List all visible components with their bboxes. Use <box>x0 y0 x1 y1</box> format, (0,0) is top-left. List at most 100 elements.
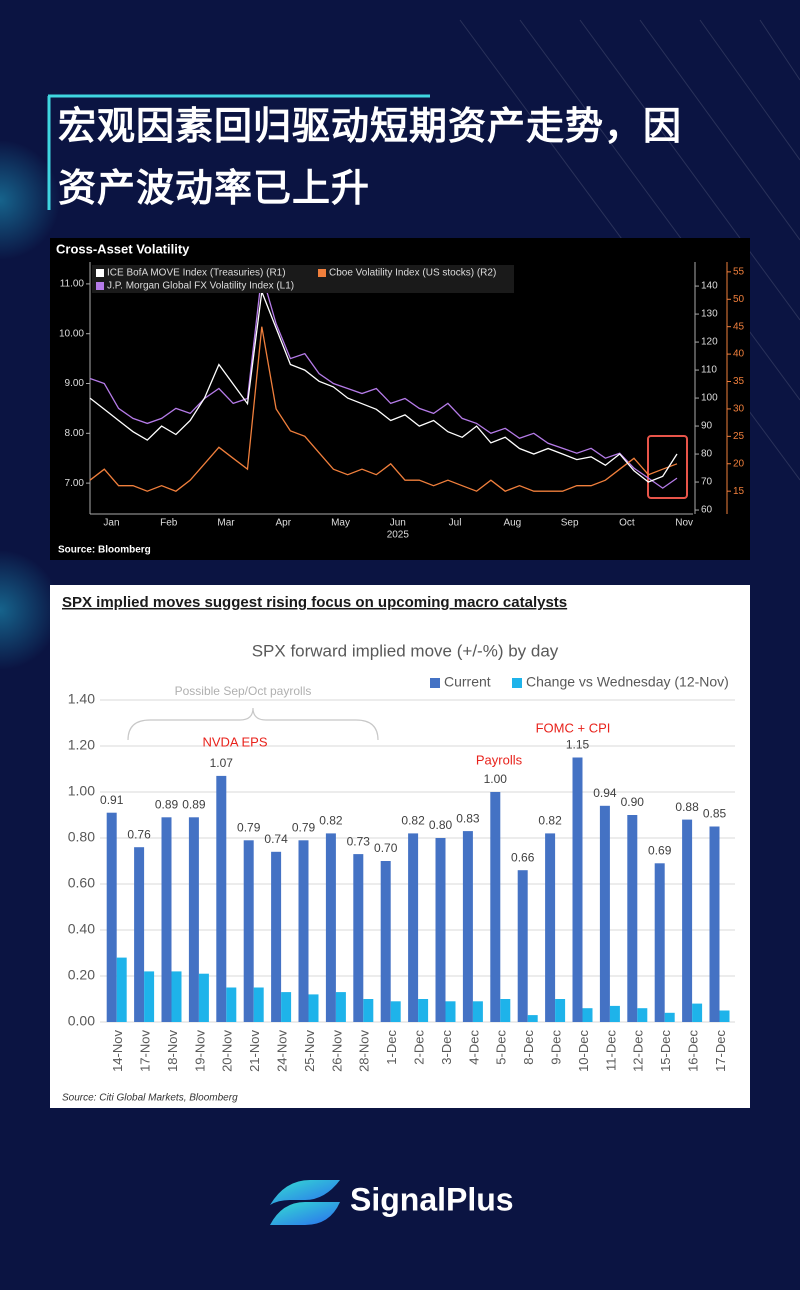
y3-tick-label: 25 <box>733 431 745 442</box>
data-label: 0.89 <box>182 797 206 811</box>
y3-tick-label: 45 <box>733 321 745 332</box>
x-tick-label: Jul <box>449 518 462 529</box>
brace <box>127 707 379 741</box>
data-label: 0.89 <box>155 797 179 811</box>
chart-background <box>50 585 750 1108</box>
x-tick-label: 10-Dec <box>576 1030 591 1072</box>
x-tick-label: Jun <box>390 518 406 529</box>
logo-mark <box>270 1202 340 1225</box>
y-tick-label: 7.00 <box>65 478 85 489</box>
y-tick-label: 1.20 <box>68 737 95 753</box>
x-tick-label: 18-Nov <box>165 1030 180 1072</box>
y3-tick-label: 35 <box>733 376 745 387</box>
x-tick-label: 21-Nov <box>247 1030 262 1072</box>
legend-swatch <box>318 269 326 277</box>
data-label: 0.79 <box>237 820 261 834</box>
annotation: Possible Sep/Oct payrolls <box>175 684 312 698</box>
y-tick-label: 0.40 <box>68 921 95 937</box>
bar <box>545 833 556 1022</box>
bar <box>335 992 346 1022</box>
x-tick-label: 4-Dec <box>466 1030 481 1065</box>
bar <box>517 870 528 1022</box>
bar <box>472 1001 483 1022</box>
bar <box>325 833 336 1022</box>
x-tick-label: 2-Dec <box>412 1030 427 1065</box>
bar <box>253 987 264 1022</box>
bar <box>664 1012 675 1022</box>
highlight-box <box>647 435 688 499</box>
y2-tick-label: 110 <box>701 365 717 376</box>
headline: 宏观因素回归驱动短期资产走势，因资产波动率已上升 <box>58 106 683 210</box>
data-label: 0.82 <box>401 814 425 828</box>
data-label: 0.69 <box>648 843 672 857</box>
legend-swatch <box>512 678 522 688</box>
chart-heading: SPX implied moves suggest rising focus o… <box>62 594 567 611</box>
y3-tick-label: 50 <box>733 294 745 305</box>
series-line <box>89 273 678 489</box>
y3-tick-label: 55 <box>733 267 745 278</box>
data-label: 0.73 <box>347 834 371 848</box>
bar <box>654 863 665 1022</box>
bar <box>719 1010 730 1022</box>
y-tick-label: 1.40 <box>68 691 95 707</box>
y2-tick-label: 60 <box>701 505 713 516</box>
x-tick-label: 9-Dec <box>549 1030 564 1065</box>
bar <box>298 840 309 1022</box>
bar <box>380 861 391 1022</box>
bar <box>408 833 419 1022</box>
legend-label: Current <box>444 674 491 690</box>
x-tick-label: 14-Nov <box>110 1030 125 1072</box>
y2-tick-label: 90 <box>701 421 713 432</box>
bar <box>106 812 117 1022</box>
bar <box>418 999 429 1022</box>
legend-label: ICE BofA MOVE Index (Treasuries) (R1) <box>107 268 286 279</box>
bar <box>627 815 638 1022</box>
bar <box>188 817 199 1022</box>
bar <box>171 971 182 1022</box>
y2-tick-label: 70 <box>701 477 713 488</box>
bar <box>308 994 319 1022</box>
data-label: 1.07 <box>210 756 234 770</box>
volatility-chart: Cross-Asset Volatility Source: Bloomberg… <box>50 238 750 560</box>
glow <box>0 140 60 260</box>
data-label: 0.76 <box>127 827 151 841</box>
bar <box>445 1001 456 1022</box>
x-tick-label: 15-Dec <box>658 1030 673 1072</box>
x-tick-label: Apr <box>275 518 291 529</box>
x-tick-label: Oct <box>619 518 635 529</box>
data-label: 1.15 <box>566 738 590 752</box>
annotation: FOMC + CPI <box>536 720 611 735</box>
y-tick-label: 1.00 <box>68 783 95 799</box>
data-label: 0.90 <box>621 795 645 809</box>
x-tick-label: 11-Dec <box>603 1030 618 1071</box>
data-label: 1.00 <box>484 772 508 786</box>
data-label: 0.82 <box>319 814 343 828</box>
logo-mark <box>270 1180 340 1205</box>
x-tick-label: 28-Nov <box>357 1030 372 1072</box>
source: Source: Bloomberg <box>58 545 151 556</box>
legend-swatch <box>430 678 440 688</box>
x-tick-label: 19-Nov <box>192 1030 207 1072</box>
series-line <box>89 291 678 483</box>
x-tick-label: 24-Nov <box>275 1030 290 1072</box>
data-label: 0.88 <box>675 800 699 814</box>
bar <box>709 826 720 1022</box>
bar <box>599 805 610 1022</box>
bar <box>500 999 511 1022</box>
y2-tick-label: 140 <box>701 281 718 292</box>
data-label: 0.79 <box>292 820 316 834</box>
x-tick-label: Nov <box>675 518 693 529</box>
y2-tick-label: 130 <box>701 309 718 320</box>
bar <box>226 987 237 1022</box>
x-tick-label: Sep <box>561 518 579 529</box>
data-label: 0.82 <box>538 814 562 828</box>
legend-label: Cboe Volatility Index (US stocks) (R2) <box>329 268 496 279</box>
legend-box <box>92 265 514 293</box>
x-tick-label: 8-Dec <box>521 1030 536 1065</box>
bar <box>161 817 172 1022</box>
bar <box>462 831 473 1022</box>
x-axis-label: 2025 <box>387 530 410 541</box>
annotation: NVDA EPS <box>202 734 267 749</box>
bar <box>572 757 583 1022</box>
